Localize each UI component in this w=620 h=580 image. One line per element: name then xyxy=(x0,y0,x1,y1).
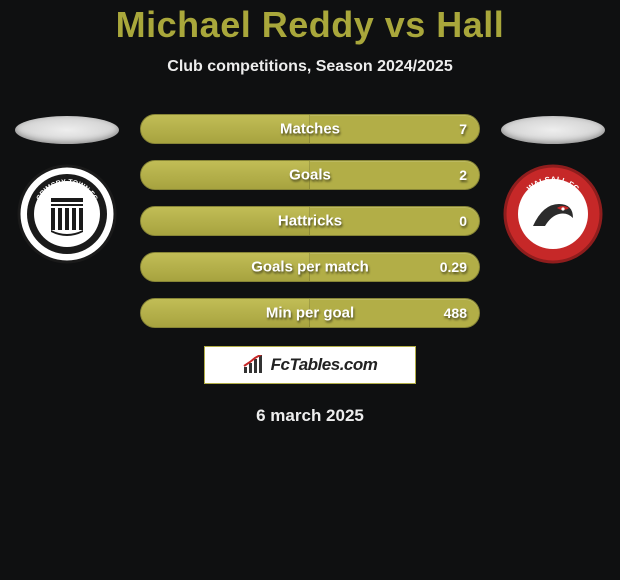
page-title: Michael Reddy vs Hall xyxy=(116,4,505,46)
stat-label: Goals xyxy=(289,167,331,184)
comparison-row: GRIMSBY TOWN FC Matches 7 Goals 2 Hattricks 0… xyxy=(0,114,620,328)
date-text: 6 march 2025 xyxy=(256,406,364,426)
fctables-logo-text: FcTables.com xyxy=(271,355,378,375)
stat-label: Hattricks xyxy=(278,213,342,230)
subtitle: Club competitions, Season 2024/2025 xyxy=(167,58,452,76)
stat-bar: Min per goal 488 xyxy=(140,298,480,328)
player2-photo-placeholder xyxy=(501,116,605,144)
stat-bar: Goals 2 xyxy=(140,160,480,190)
player1-photo-placeholder xyxy=(15,116,119,144)
stat-label: Min per goal xyxy=(266,305,354,322)
player1-column: GRIMSBY TOWN FC xyxy=(12,114,122,264)
walsall-crest-icon: WALSALL FC xyxy=(503,164,603,264)
player2-column: WALSALL FC xyxy=(498,114,608,264)
comparison-card: Michael Reddy vs Hall Club competitions,… xyxy=(0,0,620,426)
grimsby-crest-icon: GRIMSBY TOWN FC xyxy=(17,164,117,264)
stat-bar: Hattricks 0 xyxy=(140,206,480,236)
stat-bar-fill xyxy=(141,161,310,189)
stat-value-right: 2 xyxy=(459,167,467,183)
stat-bar: Goals per match 0.29 xyxy=(140,252,480,282)
stat-label: Goals per match xyxy=(251,259,369,276)
stat-value-right: 0.29 xyxy=(440,259,467,275)
stats-bars: Matches 7 Goals 2 Hattricks 0 Goals per match 0… xyxy=(140,114,480,328)
stat-value-right: 7 xyxy=(459,121,467,137)
stat-bar: Matches 7 xyxy=(140,114,480,144)
stat-value-right: 488 xyxy=(444,305,467,321)
fctables-link[interactable]: FcTables.com xyxy=(204,346,416,384)
stat-value-right: 0 xyxy=(459,213,467,229)
stat-label: Matches xyxy=(280,121,340,138)
bar-chart-icon xyxy=(243,355,265,375)
